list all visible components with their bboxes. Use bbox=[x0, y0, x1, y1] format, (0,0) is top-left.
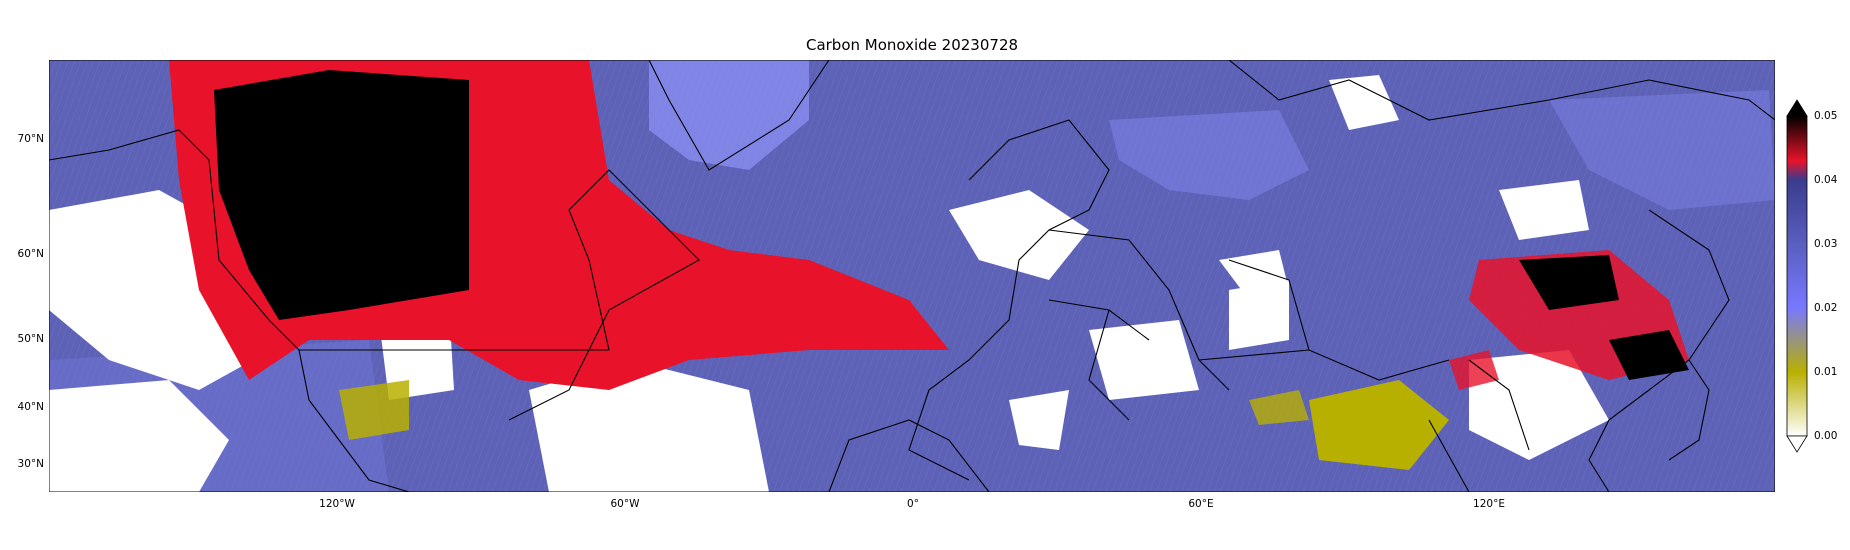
very-high-co-region bbox=[1609, 330, 1689, 380]
colorbar-tick-0.04: 0.04 bbox=[1814, 174, 1838, 186]
low-co-region bbox=[1249, 390, 1309, 425]
missing-data-area bbox=[1089, 320, 1199, 400]
missing-data-area bbox=[529, 360, 769, 492]
map-title: Carbon Monoxide 20230728 bbox=[805, 36, 1019, 54]
colorbar bbox=[1786, 99, 1808, 453]
very-high-co-region bbox=[214, 70, 469, 320]
very-high-co-region bbox=[1519, 255, 1619, 310]
missing-data-area bbox=[1329, 75, 1399, 130]
light-co-region bbox=[1549, 90, 1775, 210]
lat-label-40n: 40°N bbox=[17, 401, 44, 413]
coastline-europe bbox=[908, 119, 1230, 481]
colorbar-gradient bbox=[1786, 115, 1808, 437]
lon-label-120e: 120°E bbox=[1473, 498, 1505, 510]
lon-label-120w: 120°W bbox=[319, 498, 355, 510]
lat-label-50n: 50°N bbox=[17, 333, 44, 345]
lon-label-60w: 60°W bbox=[610, 498, 640, 510]
colorbar-tick-0.05: 0.05 bbox=[1814, 110, 1838, 122]
colorbar-tick-0.01: 0.01 bbox=[1814, 366, 1838, 378]
lon-label-0: 0° bbox=[907, 498, 919, 510]
colorbar-tick-0.00: 0.00 bbox=[1814, 430, 1838, 442]
border-lines bbox=[1048, 259, 1450, 421]
colorbar-extend-top bbox=[1786, 99, 1808, 117]
colorbar-tick-0.02: 0.02 bbox=[1814, 302, 1838, 314]
missing-data-area bbox=[49, 380, 229, 492]
low-co-region bbox=[339, 380, 409, 440]
lat-label-30n: 30°N bbox=[17, 458, 44, 470]
lat-label-60n: 60°N bbox=[17, 248, 44, 260]
coastline-japan bbox=[1668, 359, 1710, 461]
missing-data-area bbox=[1499, 180, 1589, 240]
coastline-greenland bbox=[648, 60, 830, 171]
missing-data-area bbox=[1469, 350, 1609, 460]
lat-label-70n: 70°N bbox=[17, 133, 44, 145]
light-co-region bbox=[1109, 110, 1309, 200]
colorbar-tick-0.03: 0.03 bbox=[1814, 238, 1838, 250]
low-co-region bbox=[1309, 380, 1449, 470]
coastline-asia bbox=[1228, 60, 1775, 492]
missing-data-area bbox=[1229, 280, 1289, 350]
colorbar-extend-bottom bbox=[1786, 435, 1808, 453]
co-map-panel bbox=[49, 60, 1775, 492]
missing-data-area bbox=[949, 190, 1089, 280]
missing-data-area bbox=[1009, 390, 1069, 450]
high-co-plume bbox=[1449, 350, 1499, 390]
lon-label-60e: 60°E bbox=[1188, 498, 1214, 510]
coastline-africa bbox=[828, 419, 990, 492]
light-co-region bbox=[649, 60, 809, 170]
coastline-north-america bbox=[49, 129, 700, 492]
